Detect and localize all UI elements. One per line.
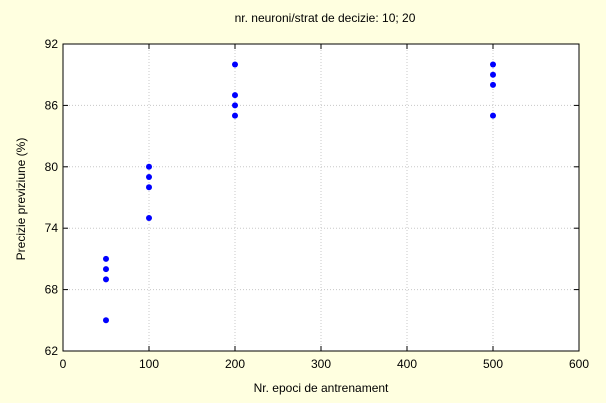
data-point [490,71,496,78]
data-point [146,174,152,181]
x-tick-label: 500 [483,357,503,371]
x-tick-label: 300 [311,357,331,371]
x-tick-label: 200 [225,357,245,371]
data-points [103,61,496,324]
data-point [103,255,109,262]
data-point [146,214,152,221]
data-point [490,112,496,119]
data-point [103,317,109,324]
x-axis-label: Nr. epoci de antrenament [254,381,389,395]
data-point [103,266,109,273]
data-point [232,61,238,68]
y-tick-label: 80 [45,160,59,174]
x-tick-label: 400 [397,357,417,371]
data-point [146,163,152,170]
data-point [232,112,238,119]
axis-ticks: 0 100 200 300 400 500 600 62 68 74 80 86 92 [45,37,590,371]
y-tick-label: 92 [45,37,59,51]
data-point [490,81,496,88]
data-point [232,92,238,99]
y-tick-label: 62 [45,344,59,358]
data-point [103,276,109,283]
data-point [490,61,496,68]
y-axis-label: Precizie previziune (%) [14,138,28,261]
y-tick-label: 86 [45,98,59,112]
y-tick-label: 68 [45,283,59,297]
chart-title: nr. neuroni/strat de decizie: 10; 20 [235,11,416,25]
data-point [146,184,152,191]
x-tick-label: 600 [569,357,589,371]
data-point [232,102,238,109]
x-tick-label: 0 [60,357,67,371]
x-tick-label: 100 [139,357,159,371]
y-tick-label: 74 [45,221,59,235]
